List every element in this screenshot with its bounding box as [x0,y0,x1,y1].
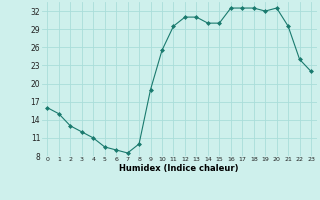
X-axis label: Humidex (Indice chaleur): Humidex (Indice chaleur) [119,164,239,173]
